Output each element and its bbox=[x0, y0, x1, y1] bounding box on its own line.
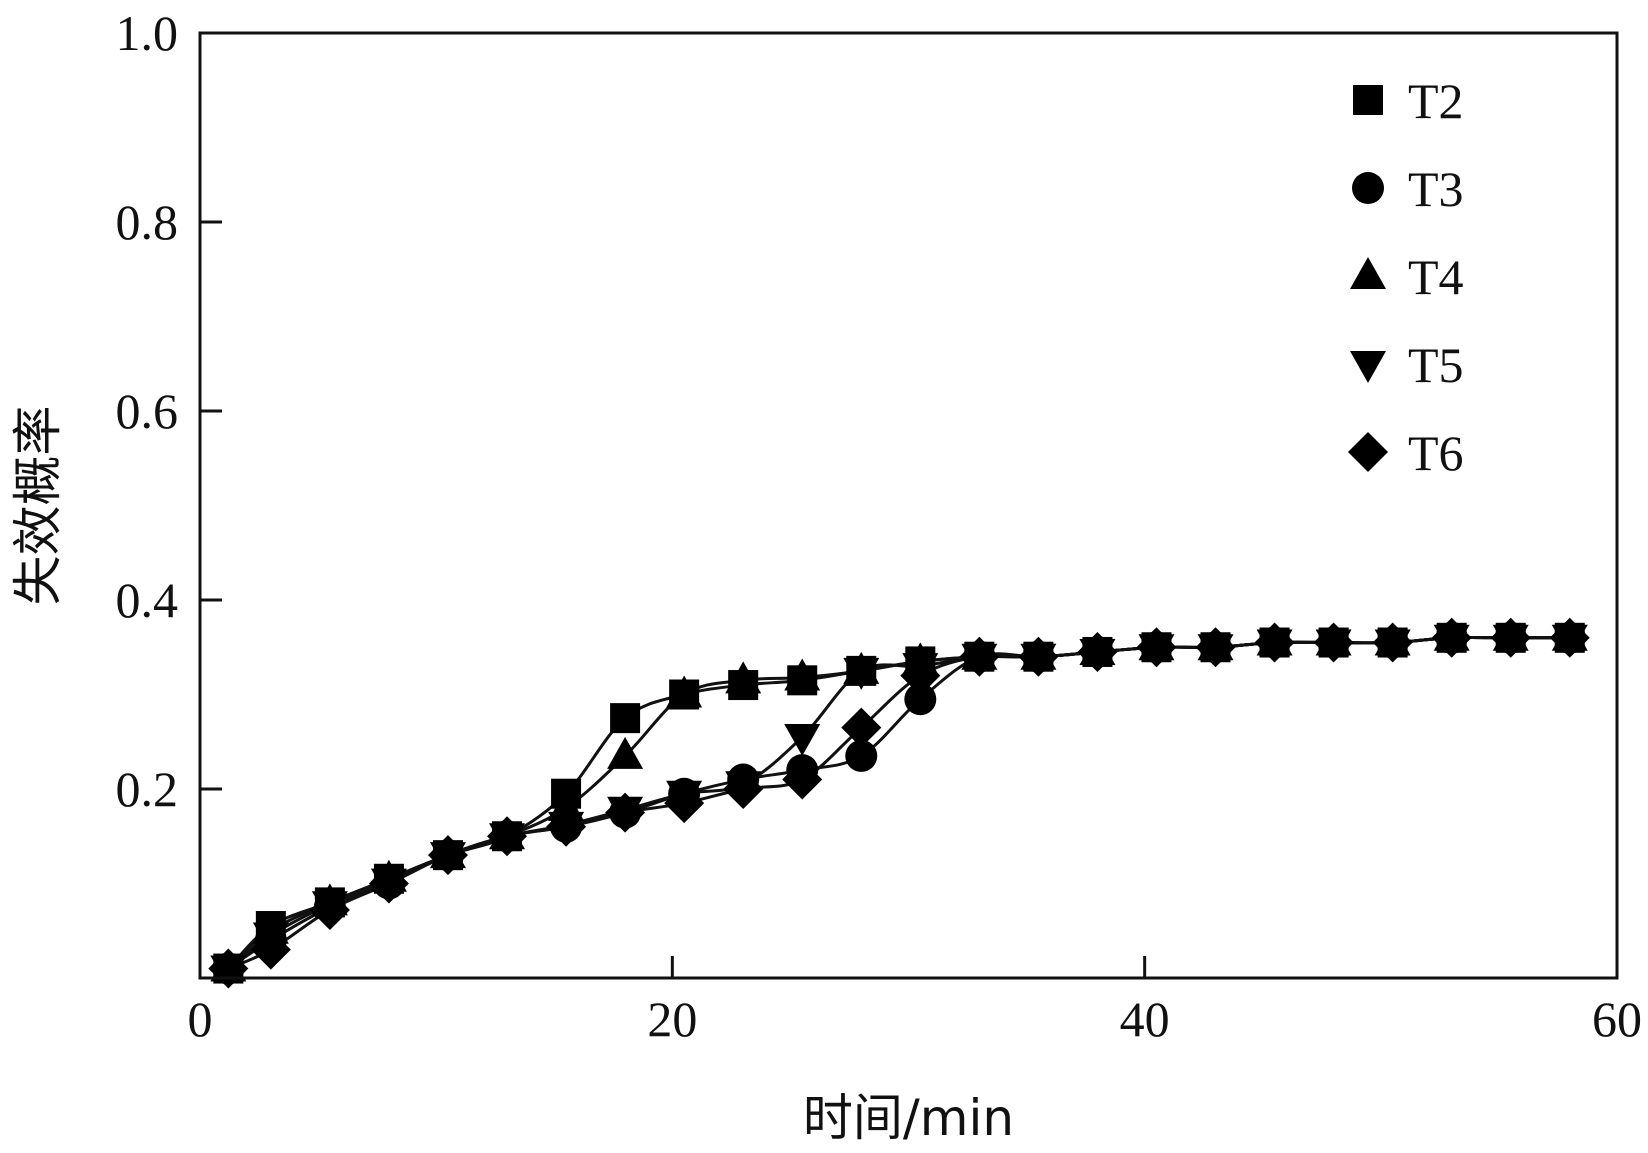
legend-marker-t6 bbox=[1348, 432, 1388, 472]
legend-label-t3: T3 bbox=[1408, 161, 1464, 217]
point-t6-19 bbox=[1313, 622, 1354, 663]
point-t6-18 bbox=[1254, 622, 1295, 663]
y-tick-label-0-4: 0.4 bbox=[116, 572, 179, 628]
point-t6-17 bbox=[1195, 627, 1236, 668]
point-t6-15 bbox=[1077, 631, 1118, 672]
series-markers bbox=[208, 617, 1590, 989]
series-points-t6 bbox=[208, 617, 1590, 989]
legend-marker-t3 bbox=[1352, 172, 1384, 204]
x-axis-title: 时间/min bbox=[803, 1089, 1014, 1147]
point-t4-9 bbox=[725, 661, 762, 694]
y-tick-label-0-6: 0.6 bbox=[116, 383, 179, 439]
point-t6-9 bbox=[723, 769, 764, 809]
y-tick-label-1: 1.0 bbox=[116, 5, 179, 61]
point-t2-7 bbox=[610, 703, 641, 734]
y-axis-title: 失效概率 bbox=[9, 406, 67, 606]
point-t6-23 bbox=[1549, 617, 1590, 658]
point-t6-20 bbox=[1372, 622, 1413, 663]
point-t6-21 bbox=[1431, 617, 1472, 658]
x-tick-label-0: 0 bbox=[188, 991, 213, 1047]
series-points-t3 bbox=[212, 621, 1586, 985]
legend-label-t4: T4 bbox=[1408, 249, 1464, 305]
point-t6-1 bbox=[250, 929, 291, 970]
legend-label-t2: T2 bbox=[1408, 73, 1464, 129]
legend-item-t5: T5 bbox=[1350, 337, 1464, 393]
point-t6-4 bbox=[427, 835, 468, 876]
series-lines bbox=[227, 635, 1570, 970]
point-t6-7 bbox=[605, 792, 646, 833]
point-t6-16 bbox=[1136, 627, 1177, 668]
legend-marker-t4 bbox=[1350, 257, 1386, 289]
legend-label-t6: T6 bbox=[1408, 425, 1464, 481]
axis-ticks bbox=[198, 31, 1619, 978]
point-t6-2 bbox=[309, 889, 350, 930]
legend-item-t4: T4 bbox=[1350, 249, 1464, 305]
x-tick-label-60: 60 bbox=[1592, 991, 1642, 1047]
y-tick-label-0-8: 0.8 bbox=[116, 194, 179, 250]
point-t6-6 bbox=[546, 806, 587, 847]
series-line-t3 bbox=[227, 635, 1570, 970]
legend-item-t6: T6 bbox=[1348, 425, 1464, 481]
series-points-t2 bbox=[213, 622, 1585, 984]
legend-label-t5: T5 bbox=[1408, 337, 1464, 393]
point-t3-12 bbox=[904, 683, 937, 716]
series-line-t4 bbox=[227, 635, 1570, 970]
point-t6-8 bbox=[664, 783, 705, 824]
legend: T2 T3 T4 T5 T6 bbox=[1348, 73, 1464, 481]
point-t6-22 bbox=[1490, 617, 1531, 658]
point-t6-14 bbox=[1018, 636, 1059, 677]
axis-tick-labels: 0 20 40 60 0.2 0.4 0.6 0.8 1.0 bbox=[116, 5, 1643, 1047]
series-points-t5 bbox=[210, 624, 1588, 988]
x-tick-label-40: 40 bbox=[1120, 991, 1170, 1047]
point-t6-11 bbox=[841, 707, 882, 748]
point-t5-11 bbox=[843, 657, 880, 690]
plot-frame bbox=[198, 31, 1619, 980]
y-tick-label-0-2: 0.2 bbox=[116, 761, 179, 817]
point-t6-12 bbox=[900, 655, 941, 696]
point-t5-10 bbox=[784, 724, 821, 757]
point-t4-7 bbox=[607, 736, 644, 769]
point-t4-8 bbox=[666, 675, 703, 708]
point-t3-11 bbox=[845, 739, 878, 772]
point-t6-5 bbox=[487, 816, 528, 857]
legend-item-t2: T2 bbox=[1353, 73, 1464, 129]
legend-item-t3: T3 bbox=[1352, 161, 1464, 217]
series-line-t5 bbox=[227, 635, 1570, 970]
x-tick-label-20: 20 bbox=[647, 991, 697, 1047]
legend-marker-t5 bbox=[1350, 351, 1386, 383]
series-line-t2 bbox=[227, 635, 1570, 970]
series-line-t6 bbox=[227, 635, 1570, 970]
point-t6-10 bbox=[782, 759, 823, 800]
legend-marker-t2 bbox=[1353, 85, 1383, 115]
point-t6-13 bbox=[959, 636, 1000, 677]
point-t6-3 bbox=[368, 863, 409, 904]
point-t4-10 bbox=[784, 658, 821, 691]
series-points-t4 bbox=[210, 618, 1588, 982]
